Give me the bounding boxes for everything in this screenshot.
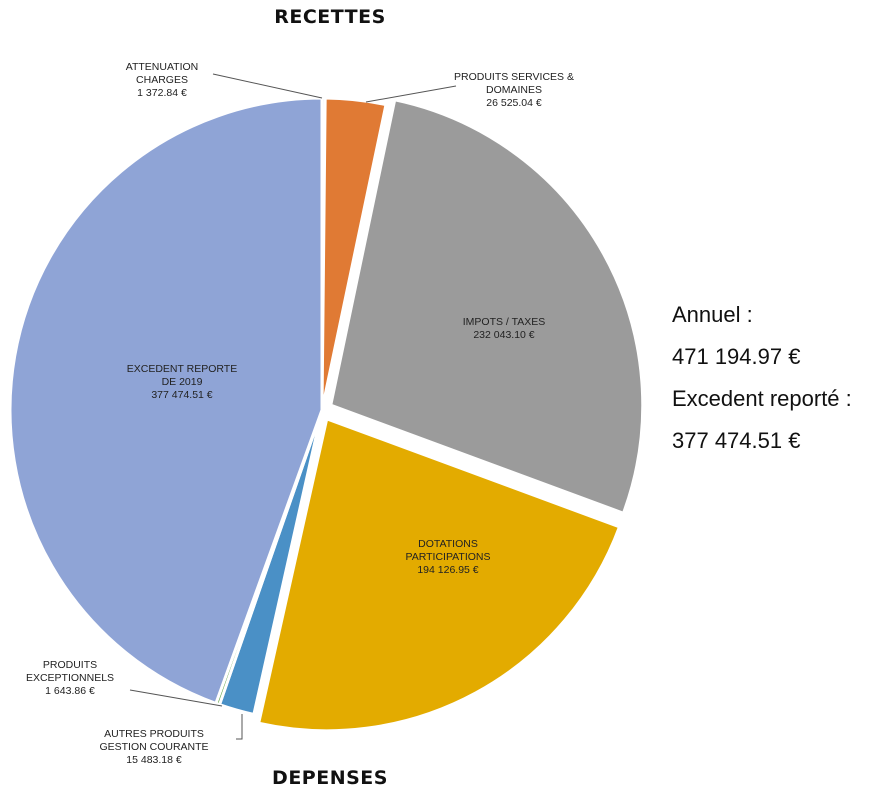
pie-slice-dotations bbox=[256, 416, 622, 733]
pie-slice-impots bbox=[329, 98, 645, 516]
pie-slice-produits-services bbox=[320, 96, 388, 411]
annual-value: 471 194.97 € bbox=[672, 344, 801, 369]
annual-label: Annuel : bbox=[672, 302, 753, 327]
data-label-autres-produits: AUTRES PRODUITS GESTION COURANTE 15 483.18… bbox=[99, 728, 208, 766]
leader-line-exceptionnels bbox=[129, 689, 223, 707]
chart-footer-depenses: DEPENSES bbox=[272, 767, 388, 789]
chart-title-recettes: RECETTES bbox=[274, 6, 386, 28]
data-label-produits-services: PRODUITS SERVICES & DOMAINES 26 525.04 € bbox=[454, 71, 574, 109]
data-label-exceptionnels: PRODUITS EXCEPTIONNELS 1 643.86 € bbox=[26, 659, 114, 697]
leader-line-attenuation bbox=[212, 73, 323, 99]
surplus-value: 377 474.51 € bbox=[672, 428, 801, 453]
surplus-label: Excedent reporté : bbox=[672, 386, 852, 411]
data-label-impots: IMPOTS / TAXES 232 043.10 € bbox=[463, 316, 545, 341]
leader-line-autres-produits bbox=[236, 714, 243, 740]
pie-slice-excedent bbox=[8, 96, 324, 706]
leader-line-produits-services bbox=[365, 85, 457, 103]
data-label-attenuation: ATTENUATION CHARGES 1 372.84 € bbox=[126, 61, 199, 99]
data-label-excedent: EXCEDENT REPORTE DE 2019 377 474.51 € bbox=[127, 363, 237, 401]
data-label-dotations: DOTATIONS PARTICIPATIONS 194 126.95 € bbox=[406, 538, 491, 576]
